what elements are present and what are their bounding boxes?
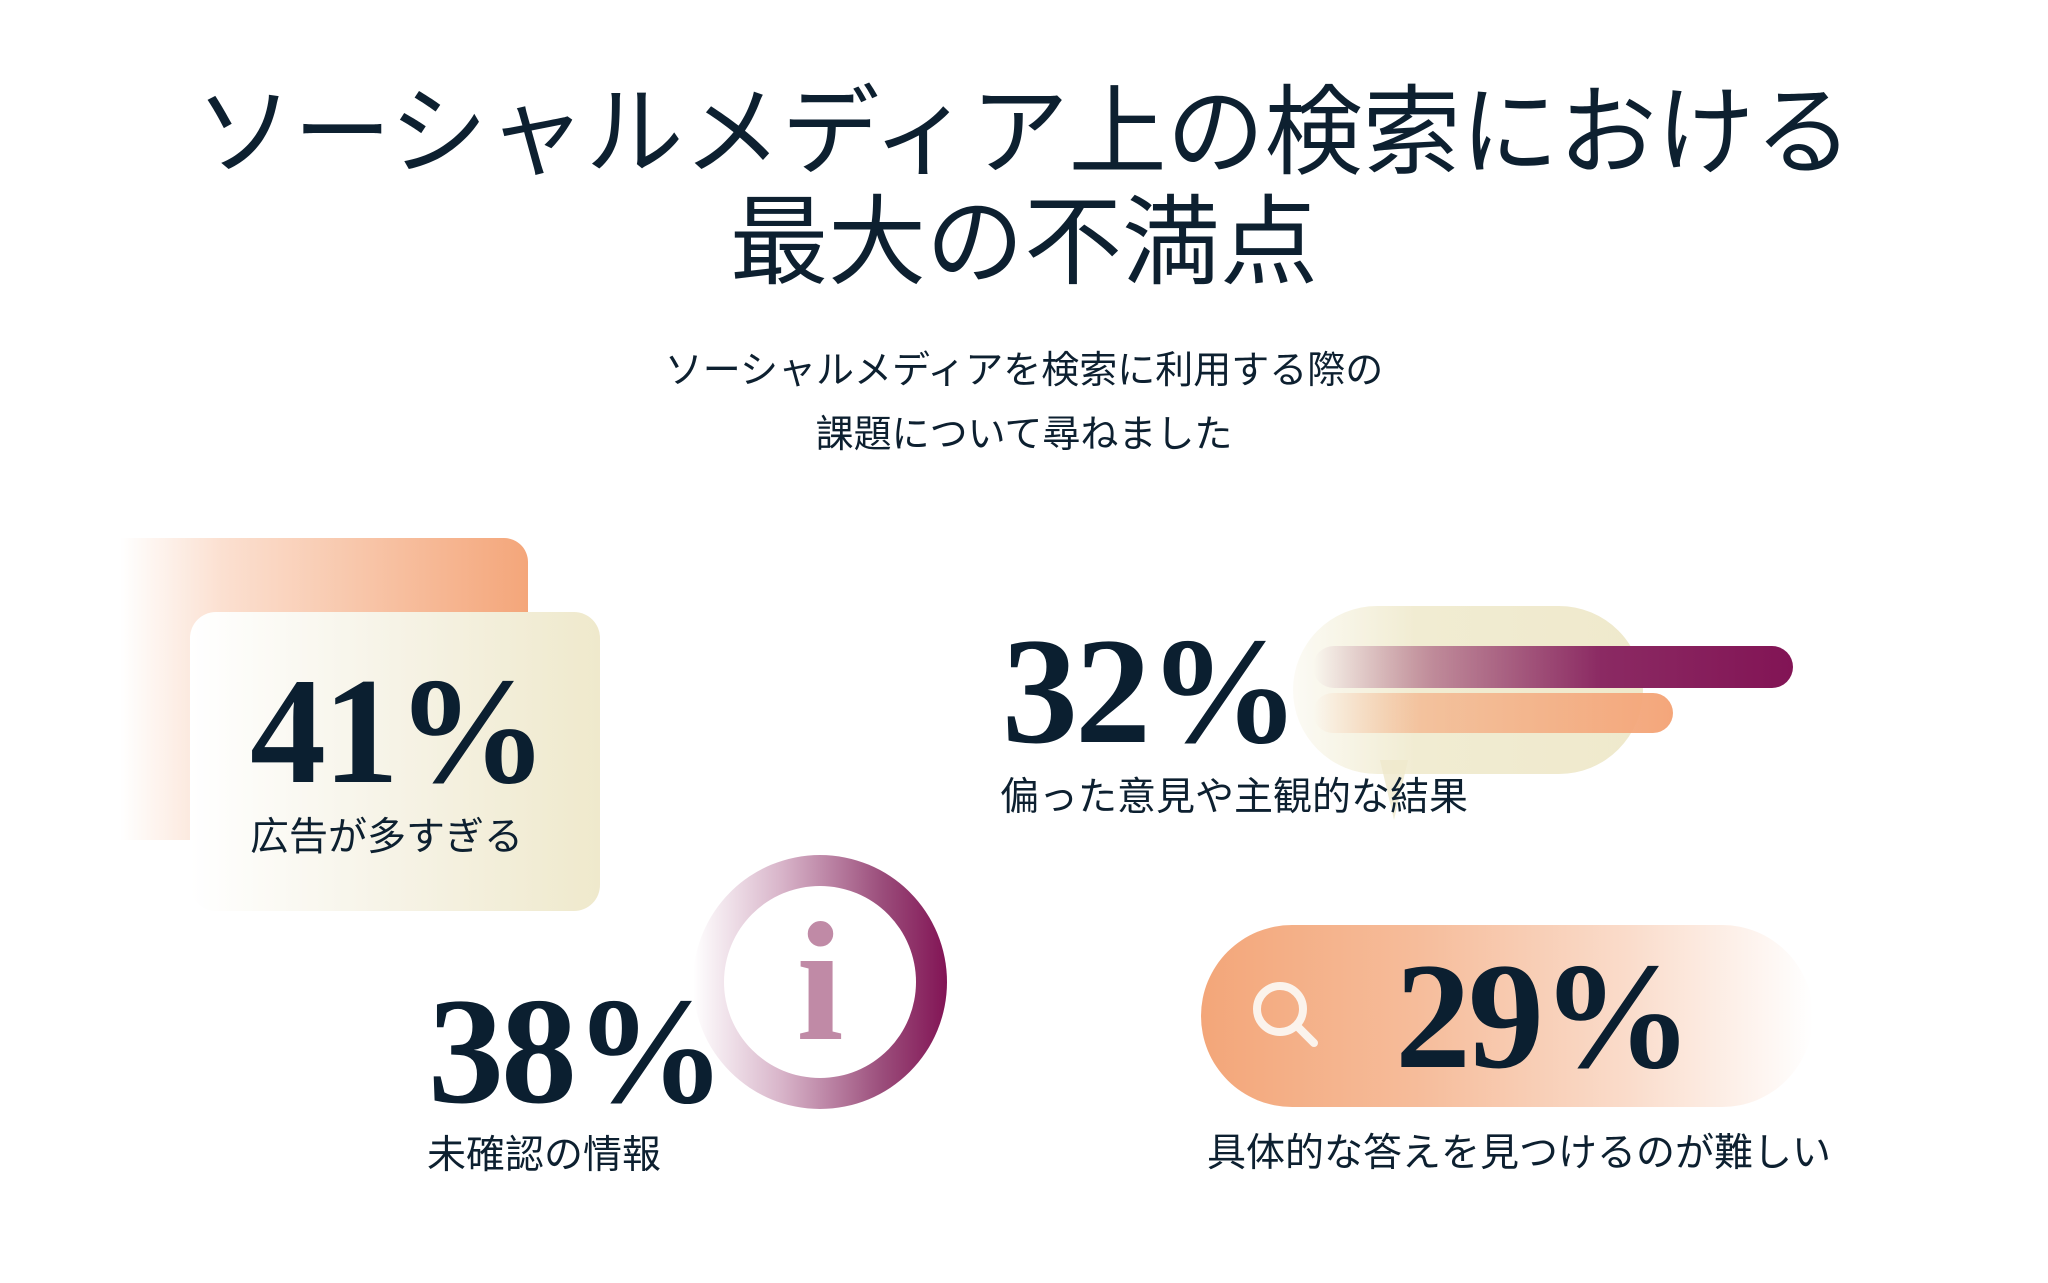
stat-value: 38% (428, 967, 726, 1135)
bar-orange-decoration (1313, 693, 1673, 733)
stat-value: 32% (1002, 607, 1300, 775)
bar-purple-decoration (1313, 646, 1793, 688)
info-icon: i (796, 888, 844, 1076)
speech-bubble-icon (1293, 606, 1643, 774)
subtitle: ソーシャルメディアを検索に利用する際の 課題について尋ねました (0, 338, 2048, 466)
title-line-1: ソーシャルメディア上の検索における (195, 76, 1853, 190)
info-ring-inner (724, 886, 916, 1078)
stat-value: 41% (250, 647, 548, 815)
page-title: ソーシャルメディア上の検索における 最大の不満点 (0, 78, 2048, 298)
title-line-2: 最大の不満点 (729, 186, 1318, 300)
stat-label: 具体的な答えを見つけるのが難しい (1207, 1131, 1832, 1176)
search-icon (1253, 982, 1318, 1047)
stat-label: 偏った意見や主観的な結果 (1000, 775, 1469, 820)
subtitle-line-1: ソーシャルメディアを検索に利用する際の (664, 348, 1384, 392)
stat-label: 広告が多すぎる (250, 815, 524, 860)
stat-value: 29% (1395, 932, 1693, 1100)
front-card (190, 612, 600, 911)
speech-bubble-tail (1380, 760, 1408, 820)
subtitle-line-2: 課題について尋ねました (815, 412, 1233, 456)
stat-label: 未確認の情報 (427, 1133, 662, 1178)
